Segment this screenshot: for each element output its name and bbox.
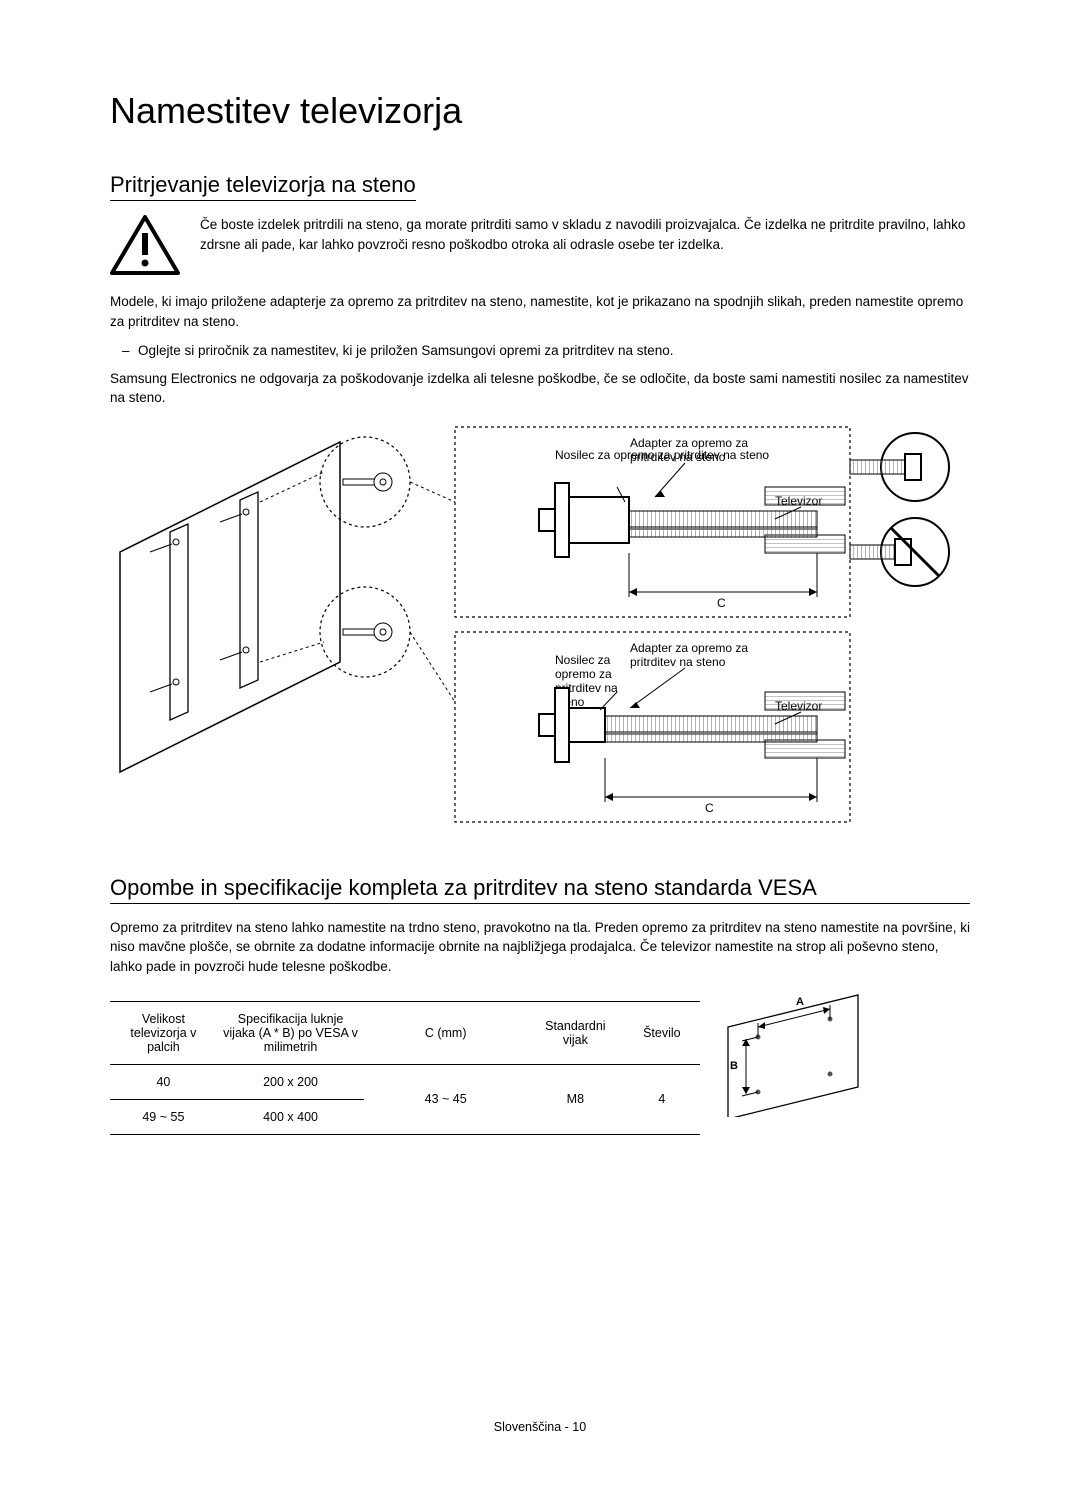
cell-screw: M8: [527, 1064, 624, 1134]
svg-text:Adapter za opremo zapritrditev: Adapter za opremo zapritrditev na steno: [630, 641, 748, 669]
cell-c: 43 ~ 45: [364, 1064, 527, 1134]
cell-size: 40: [110, 1064, 217, 1099]
cell-qty: 4: [624, 1064, 700, 1134]
section2-heading: Opombe in specifikacije kompleta za prit…: [110, 875, 970, 904]
diagram-c-label: C: [717, 596, 726, 610]
page-footer: Slovenščina - 10: [0, 1420, 1080, 1434]
th-qty: Število: [624, 1001, 700, 1064]
cell-size: 49 ~ 55: [110, 1099, 217, 1134]
page-title: Namestitev televizorja: [110, 90, 970, 132]
cell-vesa: 400 x 400: [217, 1099, 365, 1134]
section2-para: Opremo za pritrditev na steno lahko name…: [110, 918, 970, 977]
table-row: 40 200 x 200 43 ~ 45 M8 4: [110, 1064, 700, 1099]
spec-table: Velikost televizorja v palcih Specifikac…: [110, 1001, 700, 1135]
vesa-panel-diagram: A B: [718, 987, 893, 1122]
spec-table-block: Velikost televizorja v palcih Specifikac…: [110, 987, 970, 1135]
section1-heading: Pritrjevanje televizorja na steno: [110, 172, 416, 201]
mounting-diagram: Nosilec za opremo za pritrditev na steno…: [110, 422, 970, 847]
th-vesa: Specifikacija luknje vijaka (A * B) po V…: [217, 1001, 365, 1064]
cell-vesa: 200 x 200: [217, 1064, 365, 1099]
warning-block: Če boste izdelek pritrdili na steno, ga …: [110, 215, 970, 282]
th-size: Velikost televizorja v palcih: [110, 1001, 217, 1064]
warning-text: Če boste izdelek pritrdili na steno, ga …: [200, 215, 970, 254]
th-screw: Standardni vijak: [527, 1001, 624, 1064]
section1-bullet: – Oglejte si priročnik za namestitev, ki…: [110, 341, 970, 361]
section1-para1: Modele, ki imajo priložene adapterje za …: [110, 292, 970, 331]
th-c: C (mm): [364, 1001, 527, 1064]
section1-bullet-text: Oglejte si priročnik za namestitev, ki j…: [138, 341, 674, 361]
section1-para2: Samsung Electronics ne odgovarja za pošk…: [110, 369, 970, 408]
svg-text:C: C: [705, 801, 714, 815]
label-b: B: [730, 1060, 738, 1072]
label-a: A: [796, 996, 804, 1008]
warning-icon: [110, 215, 180, 282]
